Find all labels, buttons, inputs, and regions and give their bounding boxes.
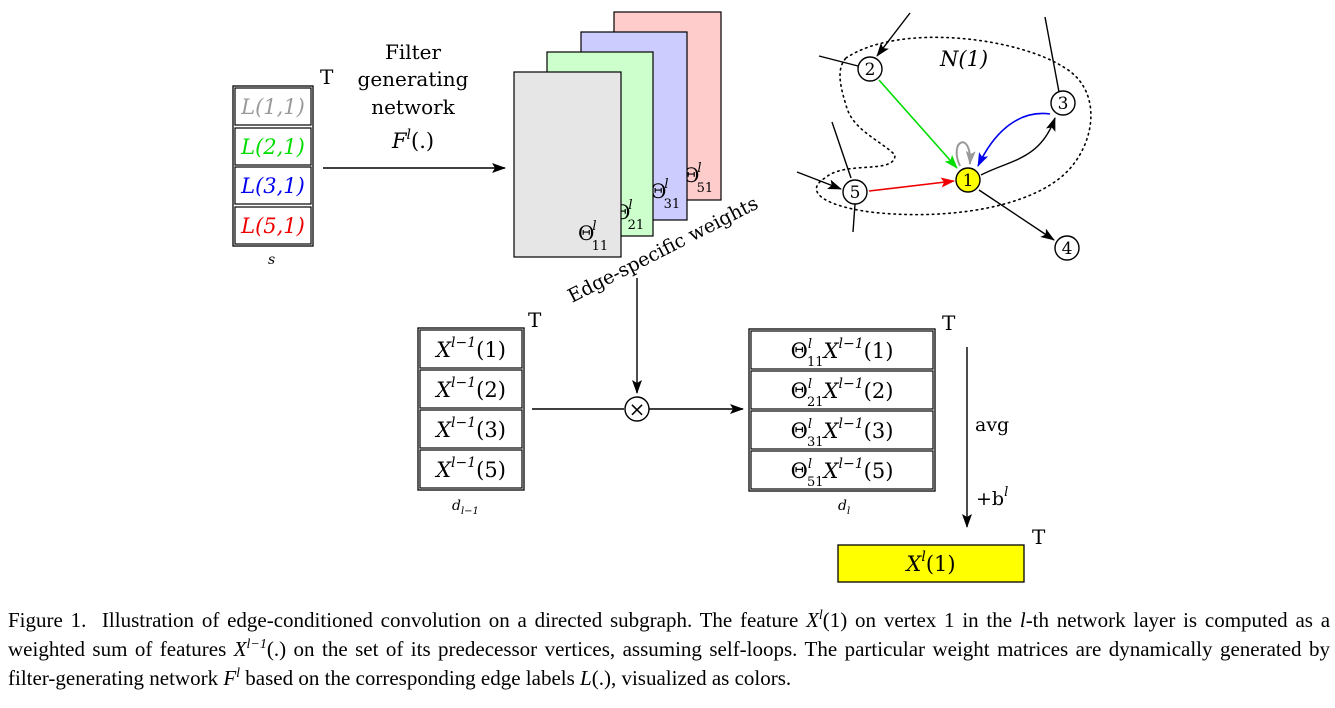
edge-label-text: L(3,1) [240,174,305,198]
multiply-node: × [624,396,650,422]
caption-math: (.) [591,666,611,690]
caption-text: on the set of its predecessor vertices, … [8,637,1330,690]
graph-node: 4 [1054,235,1080,261]
filter-network-symbol: Fl(.) [391,127,434,153]
incoming-edge [796,171,842,190]
node-label: 4 [1062,239,1073,259]
edge-5-to-1 [868,177,955,192]
edge-label-cell: L(5,1) [234,206,312,245]
dimension-label: dl [838,498,850,517]
bias-label: +bl [976,485,1008,510]
outgoing-edge-stub [818,55,859,67]
input-feature-cell: Xl−1(5) [419,449,523,489]
avg-label: avg [975,414,1009,436]
self-loop-edge [955,141,976,167]
caption-math: F [223,666,237,690]
caption-text: based on the corresponding edge labels [240,666,581,690]
caption-text: -th network layer is computed as a weigh… [8,608,1331,661]
input-feature-cell: Xl−1(1) [419,329,523,369]
edge-label-text: L(2,1) [240,135,305,159]
edge-label-vector: L(1,1) L(2,1) L(3,1) L(5,1) T s [232,65,334,268]
graph-node: 2 [857,56,883,82]
weight-matrix-label: Θl 31 [650,177,680,212]
caption-math: X [233,637,247,661]
input-feature-text: Xl−1(2) [434,375,506,402]
subgraph: N(1) 1 2 3 4 [796,12,1092,261]
edge-label-cell: L(1,1) [234,87,312,126]
edge-label-cell: L(3,1) [234,166,312,205]
edge-2-to-1 [878,79,958,169]
weighted-feature-cell: Θl 31Xl−1(3) [750,410,934,450]
edge-1-to-4 [978,189,1055,241]
caption-text: Illustration of edge-conditioned convolu… [101,608,807,632]
graph-node: 3 [1050,90,1076,116]
input-feature-cell: Xl−1(3) [419,409,523,449]
edge-3-to-1 [977,112,1051,167]
edge-label-cell: L(2,1) [234,127,312,166]
filter-network-label: Filter generating network Fl(.) [358,40,469,153]
caption-text: on vertex 1 in the [847,608,1020,632]
transpose-marker: T [528,308,542,332]
dimension-label: dl−1 [452,498,479,517]
weighted-feature-vector: Θl 11Xl−1(1) Θl 21Xl−1(2) Θl 31Xl−1(3) Θl 51… [748,311,956,517]
outgoing-edge-stub [831,121,852,179]
caption-math: L [580,666,592,690]
transpose-marker: T [320,65,334,89]
weighted-feature-text: Θl 11Xl−1(1) [791,336,894,370]
output-feature: Xl(1) T [837,525,1046,583]
caption-text: , visualized as colors. [610,666,792,690]
multiply-symbol: × [629,397,646,421]
weight-matrix-sheet: Θl 11 [513,71,622,258]
input-feature-text: Xl−1(3) [434,415,506,442]
graph-node: 5 [842,179,868,205]
caption-math: l−1 [246,637,267,652]
dimension-label: s [268,252,275,268]
caption-math: (1) [822,608,848,632]
node-label: 1 [963,171,974,191]
input-feature-text: Xl−1(5) [434,455,506,482]
graph-node: 1 [955,167,981,193]
outgoing-edge-stub [1044,16,1060,93]
output-feature-box [837,544,1025,583]
caption-prefix: Figure 1. [8,608,87,632]
output-feature-text: Xl(1) [904,549,955,576]
filter-network-line: network [371,95,455,119]
weighted-feature-text: Θl 51Xl−1(5) [791,456,894,490]
figure-caption: Figure 1. Illustration of edge-condition… [8,606,1330,693]
input-feature-cell: Xl−1(2) [419,369,523,409]
edge-1-to-3 [980,117,1056,176]
input-feature-text: Xl−1(1) [434,335,506,362]
input-feature-vector: Xl−1(1) Xl−1(2) Xl−1(3) Xl−1(5) T dl−1 [417,308,542,517]
node-label: 3 [1058,94,1069,114]
incoming-edge [876,12,911,57]
caption-math: l [236,666,241,681]
node-label: 2 [865,60,876,80]
node-label: 5 [850,183,861,203]
edge-label-text: L(5,1) [240,214,305,238]
filter-network-line: Filter [385,40,442,64]
edge-label-text: L(1,1) [240,95,305,119]
transpose-marker: T [1032,525,1046,549]
edge-conditioned-convolution-diagram: L(1,1) L(2,1) L(3,1) L(5,1) T s Filter g… [232,11,1092,583]
weighted-feature-text: Θl 21Xl−1(2) [791,376,894,410]
caption-math: (.) [266,637,287,661]
transpose-marker: T [942,311,956,335]
weighted-feature-cell: Θl 51Xl−1(5) [750,450,934,490]
weight-matrix-stack: Θl 51 Θl 31 Θl 21 Θl 11 [513,11,722,258]
outgoing-edge-stub [852,203,856,233]
weighted-feature-cell: Θl 11Xl−1(1) [750,330,934,370]
weighted-feature-text: Θl 31Xl−1(3) [791,416,894,450]
weighted-feature-cell: Θl 21Xl−1(2) [750,370,934,410]
weight-matrix-label: Θl 11 [578,219,608,254]
filter-network-line: generating [358,67,469,91]
caption-math: l [818,608,823,623]
caption-math: X [806,608,819,632]
neighborhood-label: N(1) [939,47,988,71]
caption-math: l [1019,608,1026,632]
